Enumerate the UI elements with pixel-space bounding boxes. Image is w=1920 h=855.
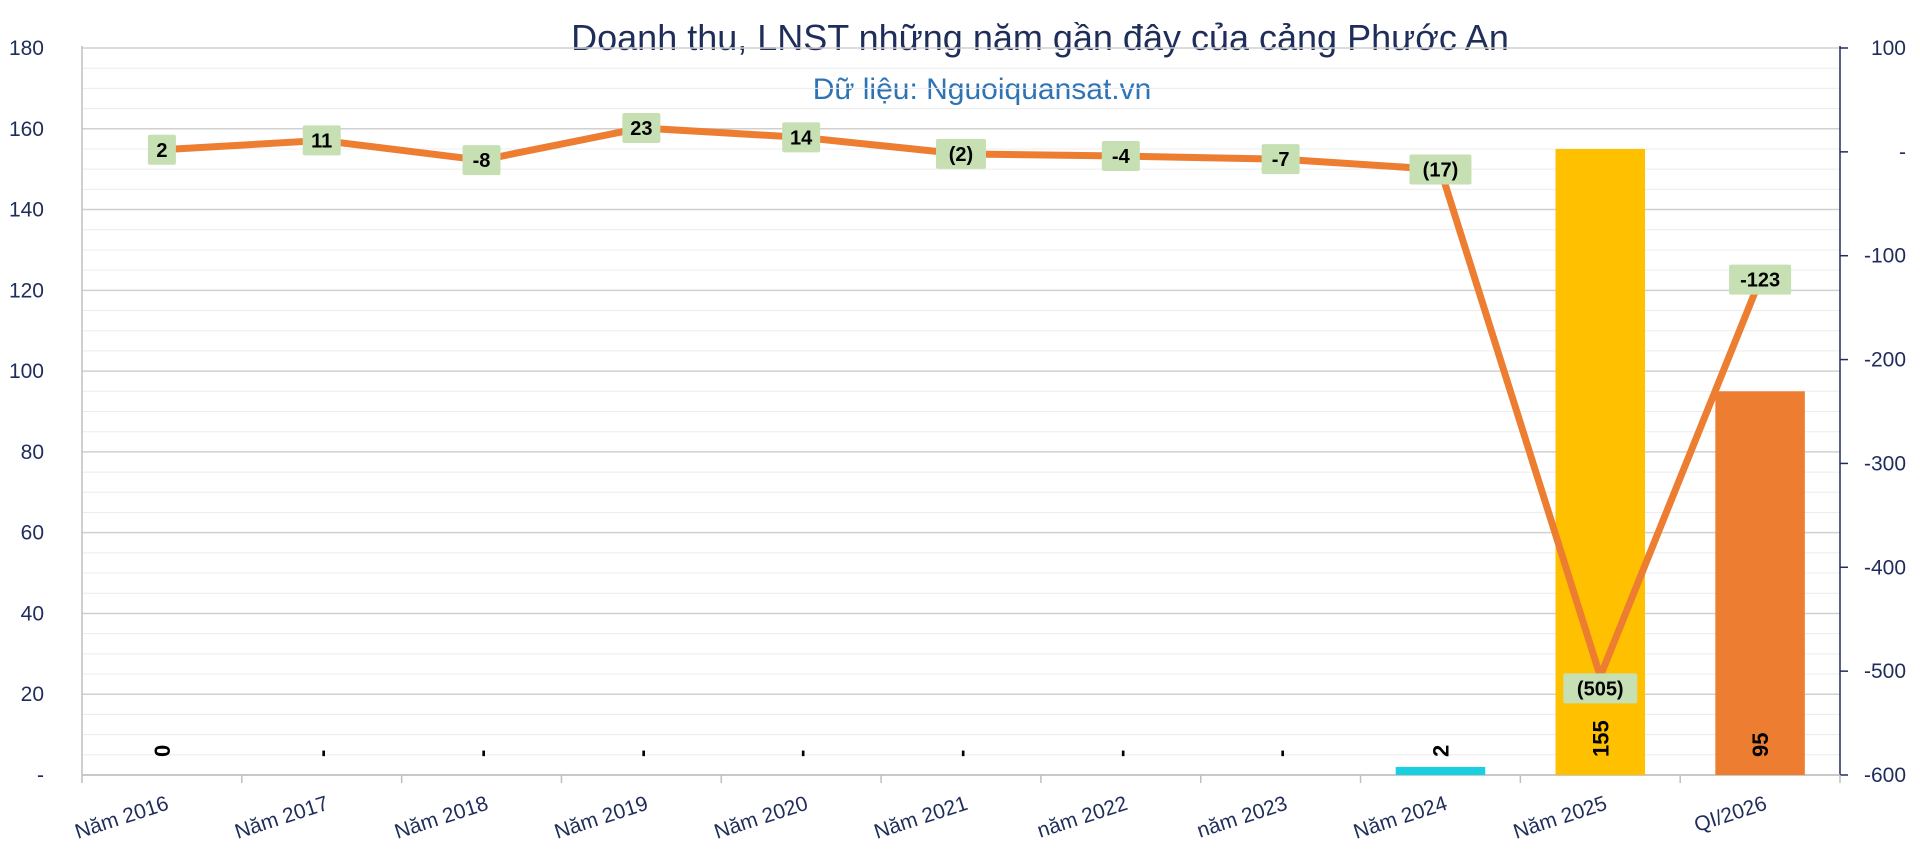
- x-tick-label: Năm 2016: [72, 792, 171, 844]
- line-label-box: [147, 134, 176, 165]
- bar-value-label: -: [1109, 750, 1134, 757]
- line-value-label: (17): [1423, 160, 1459, 182]
- chart-title: Doanh thu, LNST những năm gần đây của cả…: [571, 17, 1509, 58]
- y-left-tick-label: 160: [9, 118, 44, 141]
- line-label-box: [1563, 673, 1638, 704]
- bar-value-label: 95: [1748, 733, 1773, 757]
- x-tick-label: Năm 2019: [552, 792, 651, 844]
- line-value-label: -123: [1740, 270, 1780, 292]
- bar: [1395, 766, 1486, 775]
- x-tick-label: Năm 2018: [392, 792, 491, 844]
- bar-value-label: -: [789, 750, 814, 757]
- x-tick-label: năm 2023: [1194, 792, 1290, 843]
- bar-value-label: -: [470, 750, 495, 757]
- bar: [1715, 391, 1805, 775]
- x-tick-label: Năm 2024: [1351, 792, 1451, 844]
- line-value-label: (505): [1577, 678, 1624, 700]
- line-label-box: [462, 145, 501, 176]
- x-tick-label: QI/2026: [1691, 792, 1769, 837]
- line-label-box: [302, 125, 341, 156]
- line-label-box: [936, 138, 986, 169]
- line-label-box: [1101, 141, 1140, 172]
- line-value-label: -4: [1112, 146, 1131, 168]
- y-left-tick-label: -: [37, 764, 44, 787]
- line-value-label: 14: [790, 127, 813, 149]
- y-right-tick-label: -400: [1864, 556, 1906, 579]
- bar-value-label: 2: [1428, 745, 1453, 757]
- y-right-tick-label: -600: [1864, 764, 1906, 787]
- y-right-tick-label: -: [1899, 141, 1906, 164]
- line-value-label: (2): [949, 144, 973, 166]
- line-label-box: [1409, 154, 1472, 185]
- y-left-tick-label: 80: [21, 441, 44, 464]
- chart-subtitle: Dữ liệu: Nguoiquansat.vn: [813, 73, 1152, 106]
- y-left-tick-label: 60: [21, 522, 44, 545]
- line-value-label: 2: [156, 140, 167, 162]
- y-left-tick-label: 20: [21, 683, 44, 706]
- y-right-tick-label: -500: [1864, 660, 1906, 683]
- bar-value-label: -: [310, 750, 335, 757]
- y-left-tick-label: 40: [21, 602, 44, 625]
- bar-value-label: 155: [1588, 720, 1613, 757]
- x-tick-label: Năm 2020: [711, 792, 810, 844]
- line-value-label: -8: [473, 150, 491, 172]
- line-label-box: [622, 112, 661, 143]
- y-right-tick-label: -100: [1864, 245, 1906, 268]
- bar-value-label: -: [1269, 750, 1294, 757]
- data-labels: 0 - - - - - - - 2 155 95 2 11 -8 23 14 (2) -4 -7 (17) (505) -…: [147, 112, 1792, 757]
- bar-value-label: -: [629, 750, 654, 757]
- line-value-label: 23: [630, 118, 652, 140]
- y-left-tick-label: 100: [9, 360, 44, 383]
- line-value-label: 11: [311, 130, 332, 152]
- bar-value-label: 0: [150, 745, 175, 757]
- line-series: [158, 124, 1764, 680]
- y-left-tick-label: 120: [9, 279, 44, 302]
- y-right-tick-label: -300: [1864, 452, 1906, 475]
- y-left-tick-label: 180: [9, 37, 44, 60]
- y-left-tick-label: 140: [9, 199, 44, 222]
- y-right-tick-label: 100: [1871, 37, 1906, 60]
- x-tick-label: Năm 2025: [1511, 792, 1610, 844]
- x-tick-label: Năm 2017: [232, 792, 331, 844]
- x-tick-label: Năm 2021: [871, 792, 970, 844]
- bar-value-label: -: [949, 750, 974, 757]
- y-right-tick-label: -200: [1864, 349, 1906, 372]
- line-label-box: [782, 122, 821, 153]
- line-label-box: [1261, 144, 1300, 175]
- line-label-box: [1729, 264, 1792, 295]
- line-value-label: -7: [1272, 149, 1290, 171]
- x-tick-label: năm 2022: [1034, 792, 1130, 843]
